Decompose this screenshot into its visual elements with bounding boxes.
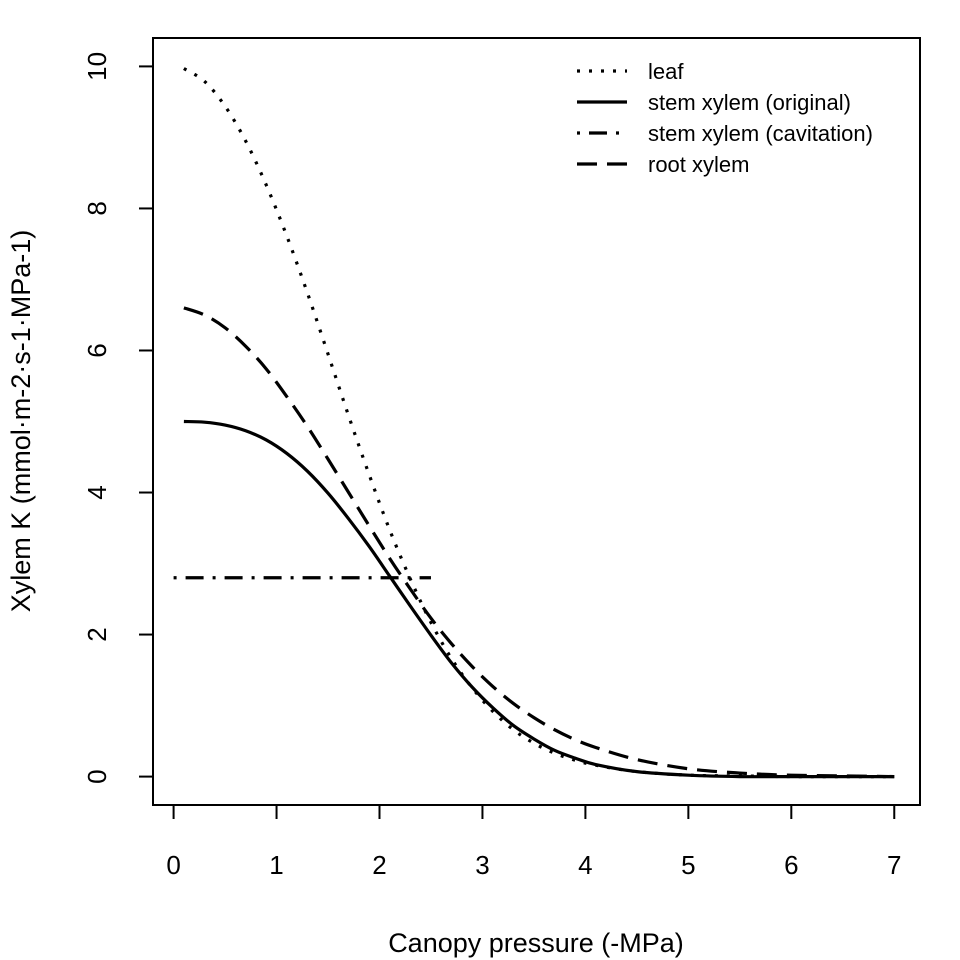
- y-tick-label-0: 0: [82, 769, 112, 783]
- x-tick-label-0: 0: [166, 850, 180, 880]
- tick-labels: 0 1 2 3 4 5 6 7 0 2 4 6 8 10: [82, 52, 901, 880]
- legend-label-3: root xylem: [648, 152, 749, 177]
- legend-label-1: stem xylem (original): [648, 90, 851, 115]
- x-tick-label-4: 4: [578, 850, 592, 880]
- x-tick-label-7: 7: [887, 850, 901, 880]
- series-line-1: [183, 419, 895, 779]
- x-tick-label-1: 1: [269, 850, 283, 880]
- x-tick-label-5: 5: [681, 850, 695, 880]
- x-tick-label-6: 6: [784, 850, 798, 880]
- series-lines: [173, 67, 895, 779]
- plot-frame: [152, 37, 921, 806]
- tick-marks: [139, 65, 896, 819]
- y-axis-label: Xylem K (mmol·m-2·s-1·MPa-1): [6, 230, 36, 613]
- y-tick-label-4: 8: [82, 201, 112, 215]
- y-tick-label-1: 2: [82, 627, 112, 641]
- series-line-0: [183, 67, 895, 779]
- x-tick-label-3: 3: [475, 850, 489, 880]
- legend-label-2: stem xylem (cavitation): [648, 121, 873, 146]
- x-tick-label-2: 2: [372, 850, 386, 880]
- series-line-3: [183, 306, 895, 779]
- y-tick-label-3: 6: [82, 343, 112, 357]
- x-axis-label: Canopy pressure (-MPa): [388, 928, 684, 958]
- y-tick-label-5: 10: [82, 52, 112, 81]
- y-tick-label-2: 4: [82, 485, 112, 499]
- legend: leaf stem xylem (original) stem xylem (cav…: [577, 59, 873, 177]
- legend-label-0: leaf: [648, 59, 684, 84]
